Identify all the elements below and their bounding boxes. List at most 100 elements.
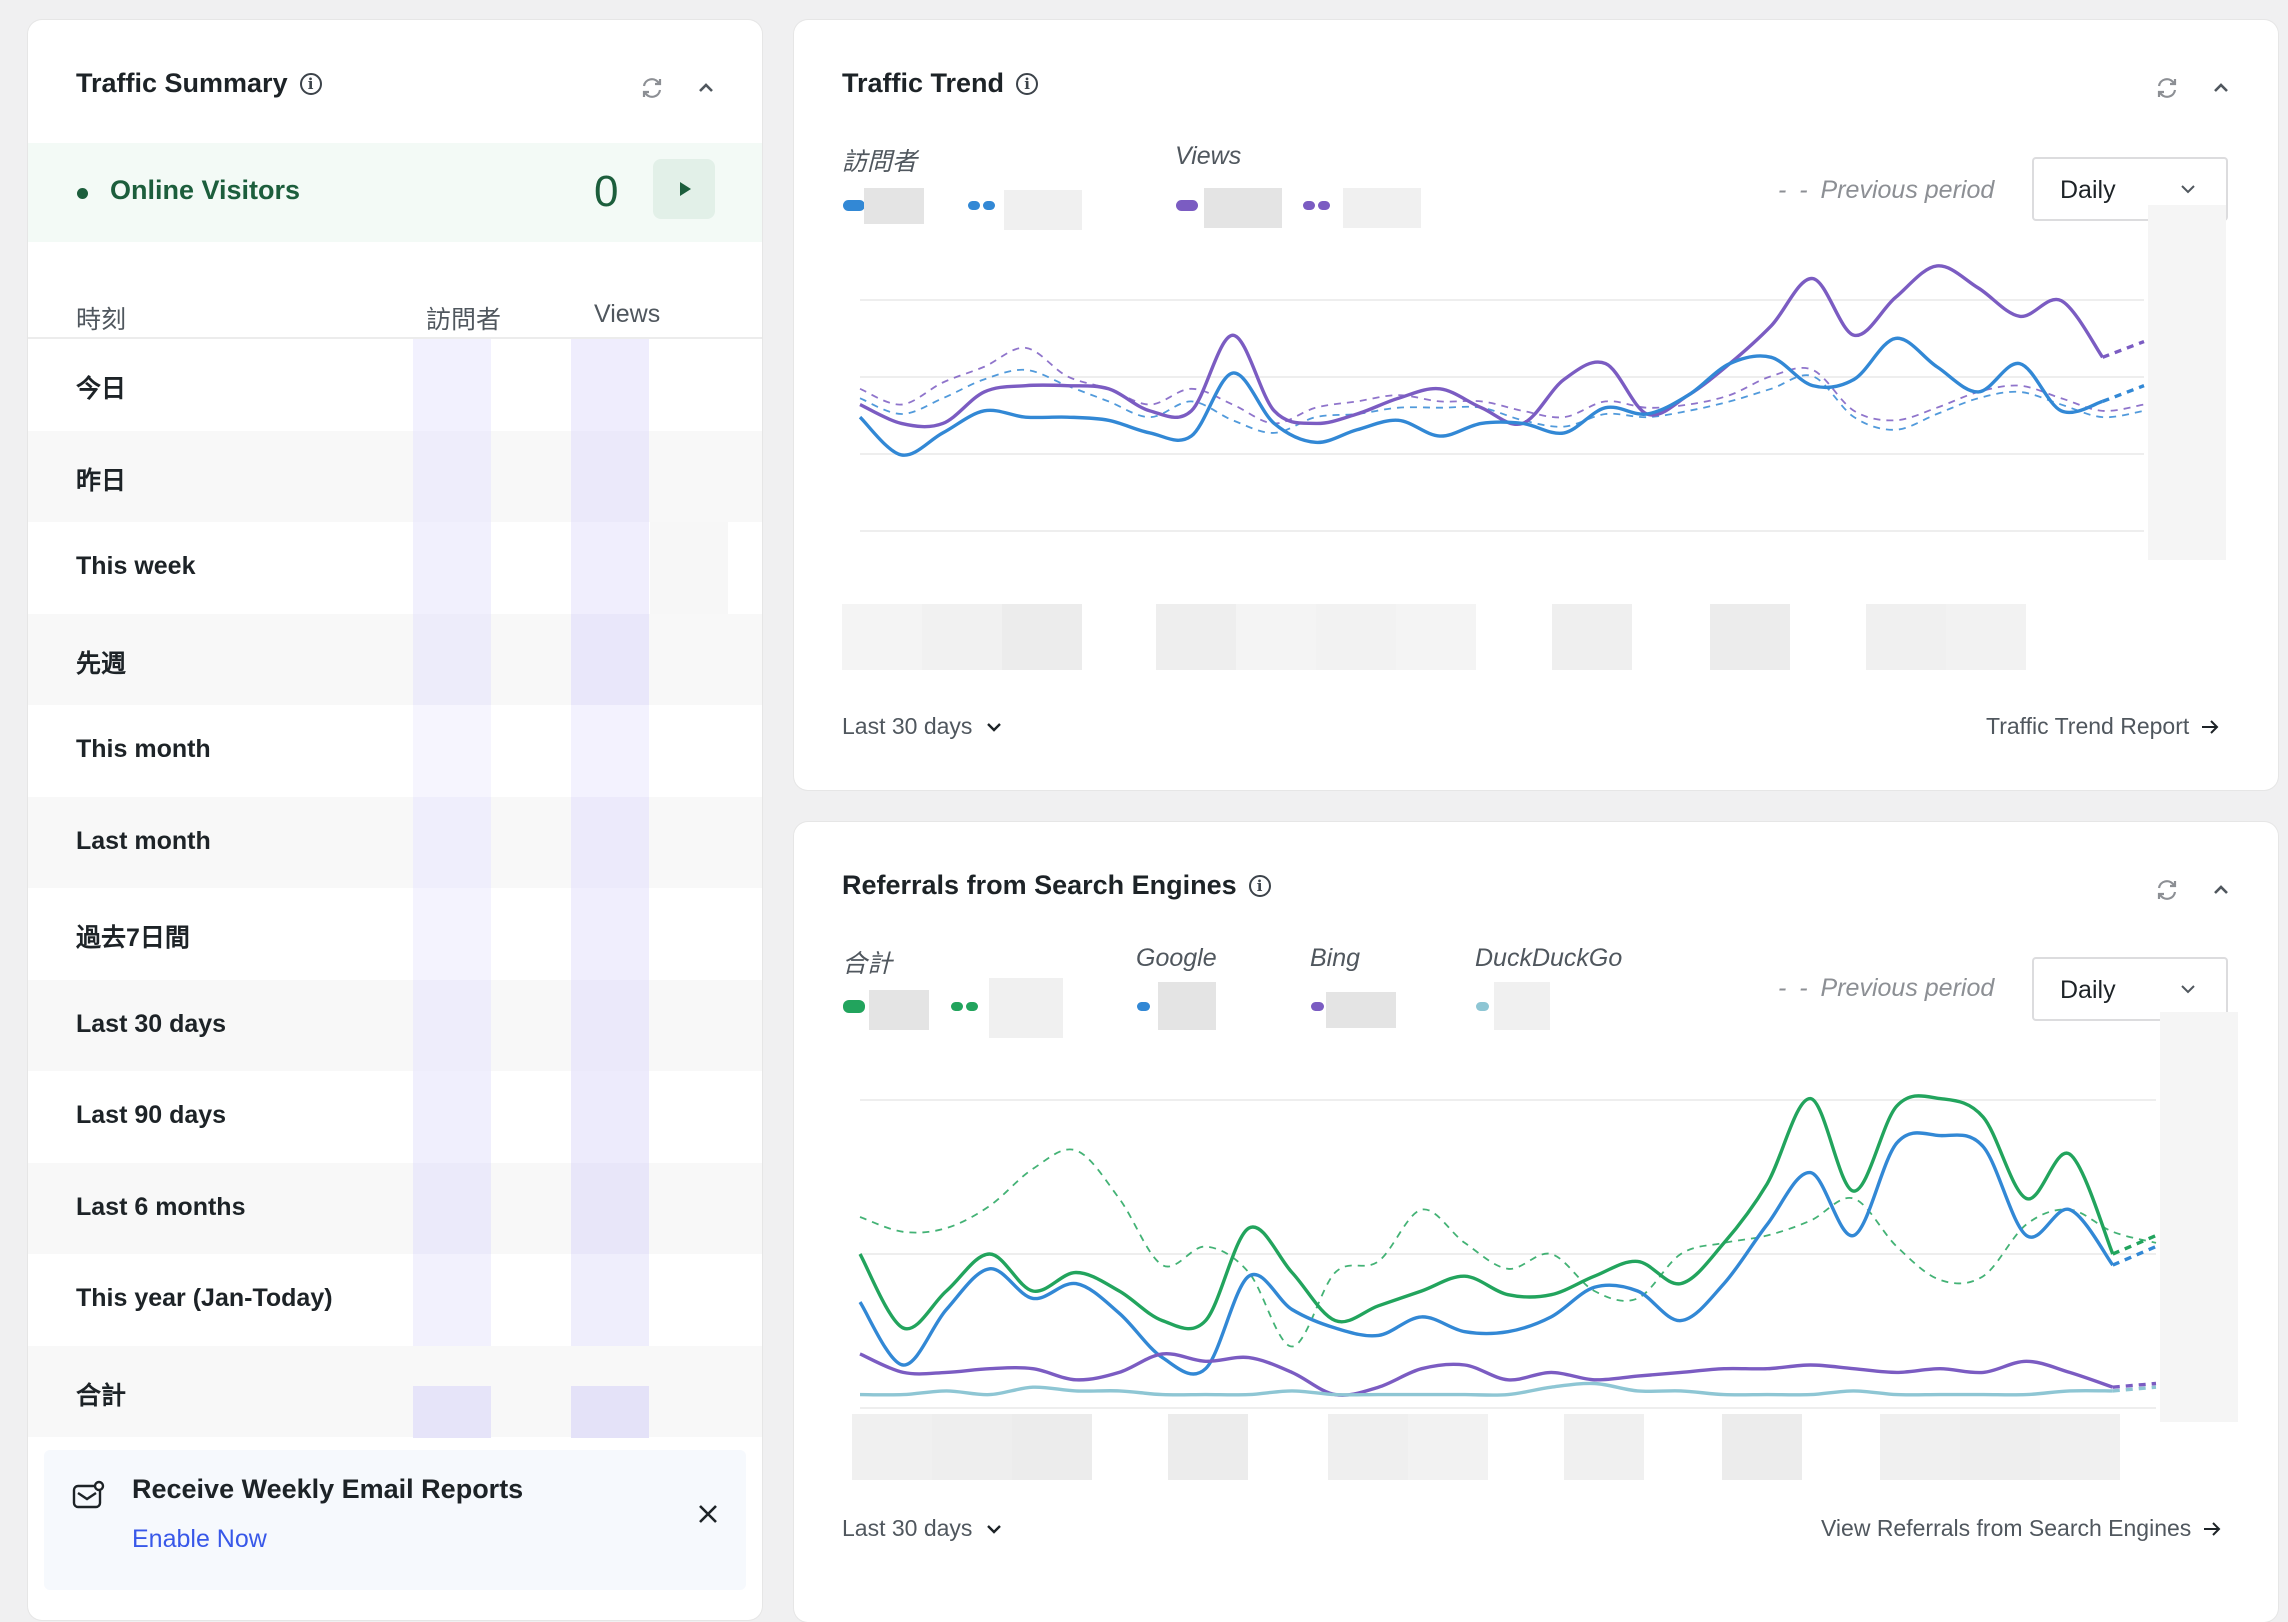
row-label: Last 6 months — [76, 1192, 246, 1221]
x-axis-label — [1408, 1414, 1488, 1480]
x-axis-label — [1396, 604, 1476, 670]
traffic-trend-report-link[interactable]: Traffic Trend Report — [1986, 713, 2219, 740]
previous-period-legend[interactable]: - - Previous period — [1778, 176, 1994, 205]
row-label: 先週 — [76, 649, 127, 678]
redacted-cell — [571, 613, 649, 705]
table-row: Last month — [28, 796, 762, 888]
online-visitors-count: 0 — [594, 167, 619, 216]
enable-now-link[interactable]: Enable Now — [132, 1525, 267, 1553]
chevron-up-icon[interactable] — [2208, 877, 2234, 903]
table-row: This month — [28, 705, 762, 797]
row-label: 昨日 — [76, 466, 127, 495]
dash-icon: - - — [1778, 176, 1821, 204]
redacted-cell — [571, 1071, 649, 1163]
referrals-card: Referrals from Search Engines i 合計 Googl… — [794, 822, 2278, 1622]
series-line-current-partial — [2112, 1245, 2157, 1267]
legend-views-prev-swatch — [1303, 201, 1330, 210]
legend-visitors-prev-swatch — [968, 201, 995, 210]
refresh-icon[interactable] — [2154, 75, 2180, 101]
redacted-value — [1204, 188, 1282, 228]
info-icon[interactable]: i — [1248, 874, 1271, 897]
traffic-trend-title-wrap: Traffic Trend i — [842, 68, 1039, 99]
dash-icon: - - — [1778, 974, 1821, 1002]
redacted-cell — [413, 1254, 491, 1346]
x-axis-label — [1880, 1414, 1960, 1480]
redacted-value — [869, 990, 929, 1030]
redacted-cell — [413, 888, 491, 980]
interval-select-value: Daily — [2060, 976, 2116, 1004]
redacted-cell — [413, 339, 491, 431]
redacted-cell — [571, 979, 649, 1071]
row-label: This week — [76, 552, 196, 580]
table-row: 昨日 — [28, 430, 762, 522]
legend-duckduckgo[interactable]: DuckDuckGo — [1475, 944, 1623, 972]
series-line — [858, 1131, 2115, 1376]
redacted-cell — [650, 522, 728, 614]
interval-select[interactable]: Daily — [2032, 957, 2228, 1021]
series-line-current-partial — [2101, 339, 2145, 359]
redacted-cell — [413, 613, 491, 705]
redacted-cell — [413, 430, 491, 522]
info-icon[interactable]: i — [299, 72, 322, 95]
chevron-down-icon — [987, 1524, 1002, 1534]
x-axis-label — [932, 1414, 1012, 1480]
x-axis-label — [1328, 1414, 1408, 1480]
traffic-summary-title-wrap: Traffic Summary i — [76, 68, 322, 99]
column-header-views: Views — [594, 300, 661, 328]
date-range-label: Last 30 days — [842, 1515, 973, 1541]
online-visitors-label[interactable]: Online Visitors — [110, 175, 301, 205]
chevron-up-icon[interactable] — [2208, 75, 2234, 101]
info-icon[interactable]: i — [1016, 72, 1039, 95]
view-online-button[interactable] — [653, 159, 715, 219]
header-divider — [28, 337, 762, 339]
x-axis-label — [1946, 604, 2026, 670]
legend-bing[interactable]: Bing — [1310, 944, 1361, 972]
previous-period-legend[interactable]: - - Previous period — [1778, 974, 1994, 1003]
x-axis-label — [2040, 1414, 2120, 1480]
column-header-visitors: 訪問者 — [426, 306, 502, 334]
report-link-label: Traffic Trend Report — [1986, 713, 2190, 739]
series-line — [859, 346, 2145, 425]
x-axis-label — [1012, 1414, 1092, 1480]
series-line — [858, 336, 2104, 457]
view-referrals-link[interactable]: View Referrals from Search Engines — [1821, 1515, 2221, 1542]
close-icon[interactable] — [696, 1502, 720, 1526]
online-visitors-bar: Online Visitors 0 — [28, 143, 762, 242]
column-header-time: 時刻 — [76, 306, 127, 334]
legend-views[interactable]: Views — [1175, 142, 1242, 170]
redacted-cell — [571, 430, 649, 522]
legend-duckduckgo-swatch — [1476, 1002, 1489, 1011]
legend-views-swatch — [1176, 200, 1198, 211]
x-axis-label — [1236, 604, 1316, 670]
chevron-up-icon[interactable] — [693, 75, 719, 101]
x-axis-label — [1960, 1414, 2040, 1480]
redacted-cell — [413, 1071, 491, 1163]
play-icon — [680, 182, 691, 196]
redacted-value — [864, 188, 924, 224]
summary-table: 今日 昨日 This week 先週 This month Last month — [28, 339, 762, 1438]
report-link-label: View Referrals from Search Engines — [1821, 1515, 2192, 1541]
email-icon — [72, 1480, 105, 1509]
x-axis-label — [852, 1414, 932, 1480]
card-controls — [2154, 75, 2234, 101]
arrow-right-icon — [2204, 1521, 2221, 1536]
table-row: 過去7日間 — [28, 888, 762, 980]
table-row: This year (Jan-Today) — [28, 1254, 762, 1346]
refresh-icon[interactable] — [2154, 877, 2180, 903]
date-range-label: Last 30 days — [842, 713, 973, 739]
redacted-cell — [413, 522, 491, 614]
legend-google[interactable]: Google — [1136, 944, 1217, 972]
table-row: Last 6 months — [28, 1162, 762, 1254]
row-label: 今日 — [76, 375, 127, 403]
date-range-dropdown[interactable]: Last 30 days — [842, 1515, 1002, 1542]
row-label: 合計 — [76, 1381, 127, 1410]
legend-total[interactable]: 合計 — [842, 950, 893, 978]
legend-visitors[interactable]: 訪問者 — [842, 148, 918, 176]
row-label: 過去7日間 — [76, 924, 190, 952]
date-range-dropdown[interactable]: Last 30 days — [842, 713, 1002, 740]
refresh-icon[interactable] — [639, 75, 665, 101]
x-axis-label — [1866, 604, 1946, 670]
redacted-cell — [571, 1254, 649, 1346]
card-title: Referrals from Search Engines — [842, 870, 1237, 900]
table-row: Last 30 days — [28, 979, 762, 1071]
